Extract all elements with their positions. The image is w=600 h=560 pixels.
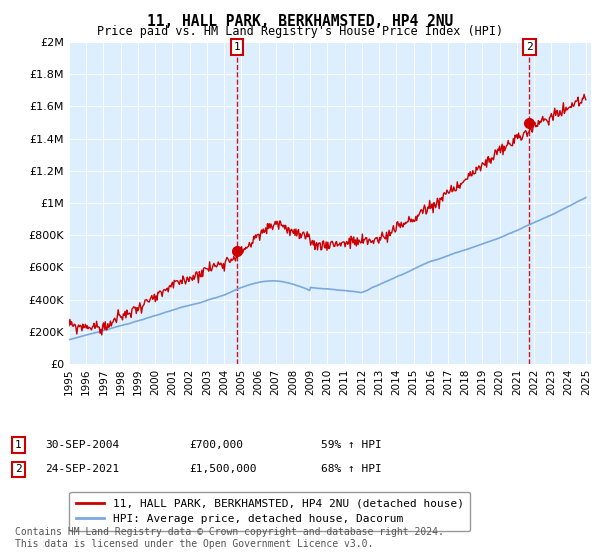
Text: 24-SEP-2021: 24-SEP-2021 <box>45 464 119 474</box>
Text: Price paid vs. HM Land Registry's House Price Index (HPI): Price paid vs. HM Land Registry's House … <box>97 25 503 38</box>
Text: £1,500,000: £1,500,000 <box>189 464 257 474</box>
Text: Contains HM Land Registry data © Crown copyright and database right 2024.
This d: Contains HM Land Registry data © Crown c… <box>15 527 444 549</box>
Text: 68% ↑ HPI: 68% ↑ HPI <box>321 464 382 474</box>
Text: 59% ↑ HPI: 59% ↑ HPI <box>321 440 382 450</box>
Text: 2: 2 <box>526 42 533 52</box>
Text: £700,000: £700,000 <box>189 440 243 450</box>
Text: 1: 1 <box>15 440 22 450</box>
Legend: 11, HALL PARK, BERKHAMSTED, HP4 2NU (detached house), HPI: Average price, detach: 11, HALL PARK, BERKHAMSTED, HP4 2NU (det… <box>70 492 470 531</box>
Text: 2: 2 <box>15 464 22 474</box>
Text: 1: 1 <box>233 42 241 52</box>
Text: 11, HALL PARK, BERKHAMSTED, HP4 2NU: 11, HALL PARK, BERKHAMSTED, HP4 2NU <box>147 14 453 29</box>
Text: 30-SEP-2004: 30-SEP-2004 <box>45 440 119 450</box>
